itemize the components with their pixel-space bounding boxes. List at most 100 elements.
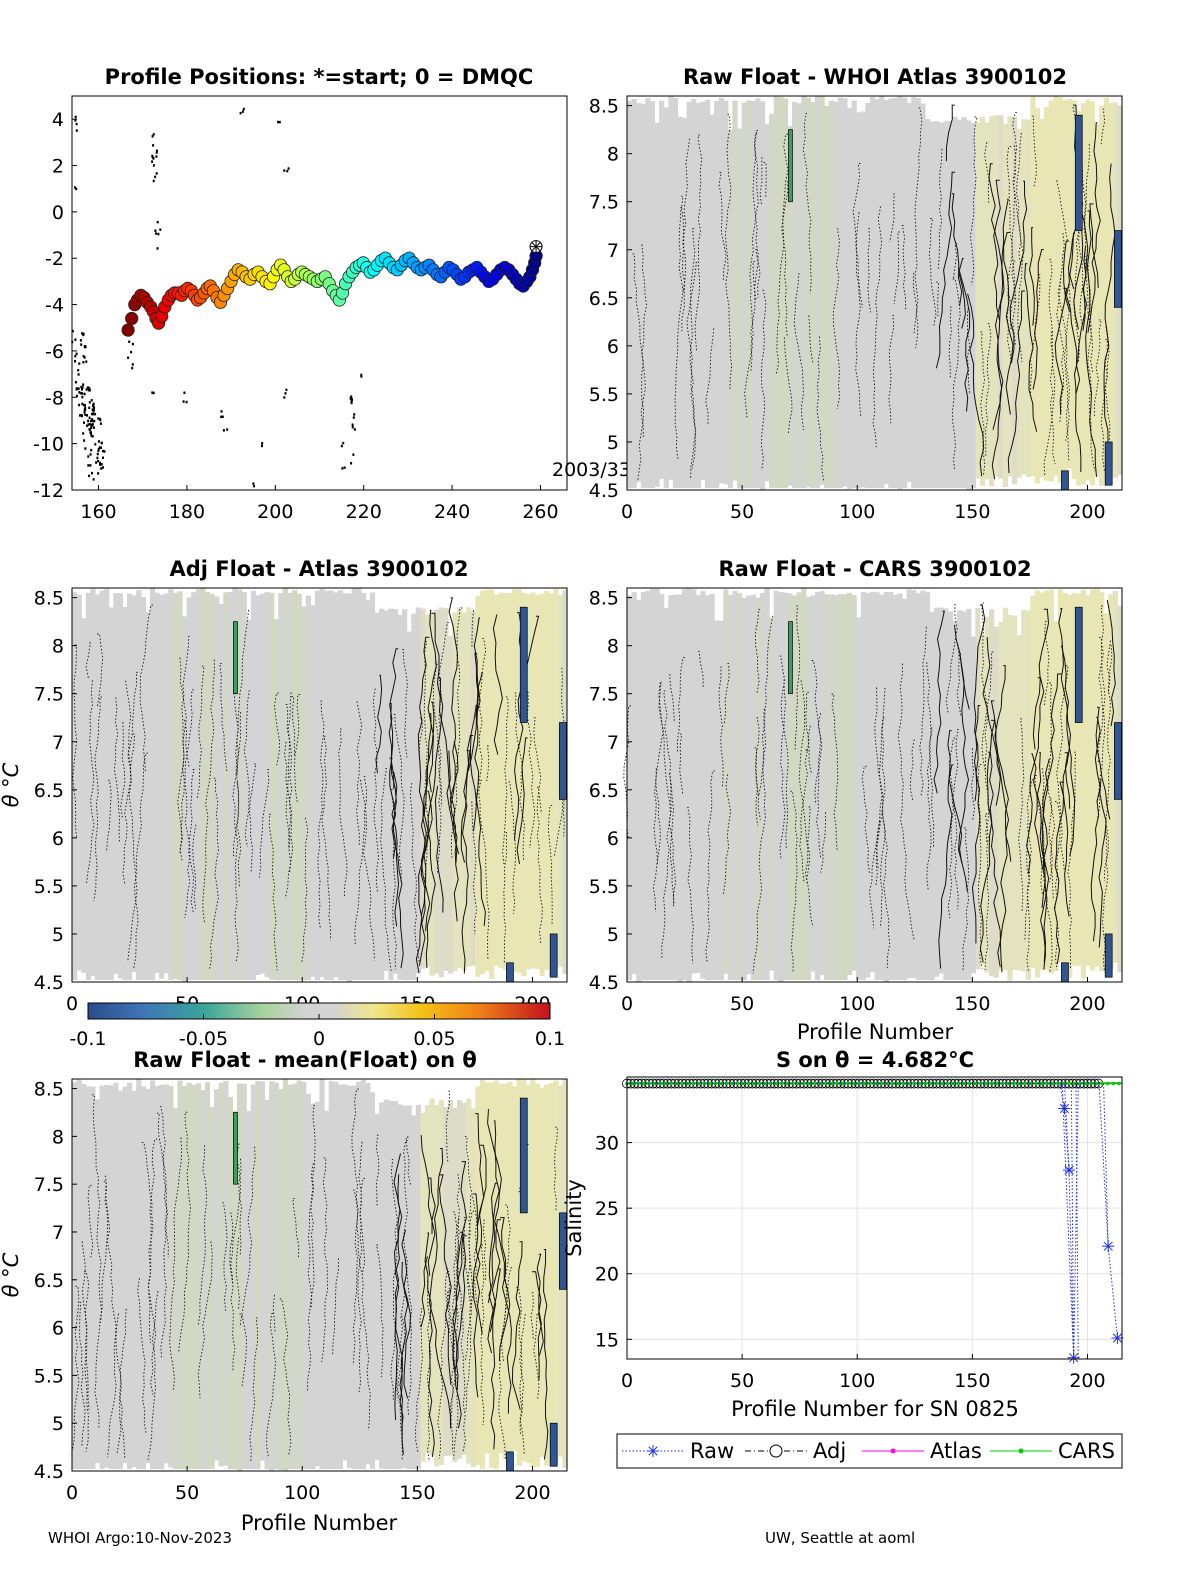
y-tick-label: -8 <box>45 387 64 409</box>
coast-speck <box>343 466 346 469</box>
contour-line <box>973 604 986 802</box>
coast-speck <box>74 119 77 122</box>
colorbar-tick-label: 0 <box>313 1028 325 1050</box>
contour-line <box>208 777 219 971</box>
heatmap-cell <box>296 1080 302 1469</box>
y-tick-label: 6.5 <box>34 1270 64 1292</box>
coast-speck <box>77 387 80 390</box>
heatmap-cell <box>645 98 651 489</box>
coast-speck <box>283 169 286 172</box>
anomaly-green <box>233 1112 238 1185</box>
heatmap-cell <box>479 590 486 974</box>
heatmap-cell <box>544 1084 550 1466</box>
raw-mean-x-label: Profile Number <box>241 1511 398 1535</box>
contour-line <box>388 648 399 789</box>
contour-line <box>547 805 553 926</box>
heatmap-cell <box>457 1100 463 1459</box>
coast-speck <box>221 415 224 418</box>
coast-speck <box>74 186 77 189</box>
heatmap-cell <box>292 1083 298 1470</box>
y-tick-label: 30 <box>595 1133 619 1155</box>
heatmap-cell <box>273 619 279 981</box>
colorbar-tick-label: 0.1 <box>535 1028 565 1050</box>
heatmap-cell <box>1094 589 1100 967</box>
cars-marker <box>1078 1081 1082 1086</box>
contour-line <box>452 1218 460 1459</box>
coast-speck <box>278 120 281 124</box>
heatmap-cell <box>489 1082 495 1468</box>
coast-speck <box>351 423 354 426</box>
heatmap-cell <box>223 592 229 980</box>
heatmap-cell <box>700 591 706 979</box>
y-tick-label: -12 <box>33 480 64 502</box>
heatmap-cell <box>319 588 325 978</box>
positions-title: Profile Positions: *=start; 0 = DMQC <box>105 65 534 89</box>
contour-line <box>420 1135 436 1276</box>
colorbar-tick-label: 0.05 <box>413 1028 455 1050</box>
raw-atlas-y-ticks: 8.5 8 7.5 7 6.5 6 5.5 5 4.5 <box>589 96 632 502</box>
raw-atlas-title: Raw Float - WHOI Atlas 3900102 <box>683 65 1067 89</box>
contour-line <box>414 1308 423 1453</box>
coast-speck <box>81 388 83 391</box>
contour-line <box>428 1148 452 1429</box>
coast-speck <box>92 402 95 406</box>
contour-line <box>301 817 309 963</box>
contour-line <box>526 691 536 849</box>
heatmap-cell <box>328 590 334 981</box>
contour-line <box>266 1313 276 1458</box>
heatmap-cell <box>214 1089 220 1461</box>
contour-line <box>718 666 724 787</box>
contour-line <box>464 1136 478 1305</box>
colorbar: -0.1 -0.05 0 0.05 0.1 <box>69 1002 565 1050</box>
y-tick-label: 6 <box>607 336 619 358</box>
contour-line <box>249 1317 259 1462</box>
heatmap-cell <box>1108 594 1114 970</box>
contour-line <box>402 648 408 758</box>
contour-line <box>919 626 927 796</box>
contour-line <box>103 1180 117 1458</box>
panel-raw-atlas: Raw Float - WHOI Atlas 3900102 0 50 100 150… <box>589 65 1123 523</box>
contour-line <box>957 653 970 892</box>
heatmap-cell <box>374 1113 380 1460</box>
contour-line <box>705 328 715 425</box>
coast-speck <box>351 426 354 429</box>
contour-line <box>945 104 955 162</box>
heatmap-cell <box>255 1081 261 1470</box>
raw-line <box>1075 1083 1079 1358</box>
heatmap-cell <box>989 609 995 977</box>
heatmap-cell <box>759 593 766 981</box>
contour-line <box>867 227 872 313</box>
heatmap-cell <box>305 595 311 980</box>
coast-speck <box>77 373 80 376</box>
contour-line <box>473 1193 483 1334</box>
heatmap-cell <box>365 1083 371 1465</box>
coast-speck <box>154 175 157 179</box>
contour-line <box>991 198 1009 480</box>
heatmap-cell <box>200 1090 206 1470</box>
coast-speck <box>350 462 353 465</box>
contour-line <box>294 693 301 803</box>
heatmap-cell <box>154 592 160 973</box>
coast-speck <box>92 412 95 416</box>
heatmap-cell <box>108 1085 114 1470</box>
x-tick-label: 0 <box>66 1482 78 1504</box>
heatmap-cell <box>438 1100 444 1465</box>
heatmap-cell <box>732 591 738 981</box>
contour-line <box>1063 284 1071 441</box>
contour-line <box>437 1289 451 1459</box>
coast-speck <box>283 396 286 399</box>
heatmap-cell <box>548 1083 554 1466</box>
contour-line <box>533 717 542 814</box>
contour-line <box>420 677 444 917</box>
contour-line <box>243 690 250 847</box>
contour-line <box>85 642 91 679</box>
contour-line <box>192 824 197 910</box>
coast-speck <box>80 392 83 395</box>
contour-line <box>925 662 932 892</box>
y-tick-label: 5 <box>607 924 619 946</box>
raw-mean-heatmap <box>71 1079 568 1472</box>
coast-speck <box>360 375 363 378</box>
contour-line <box>807 725 812 774</box>
contour-line <box>353 1189 362 1395</box>
heatmap-cell <box>792 101 798 489</box>
